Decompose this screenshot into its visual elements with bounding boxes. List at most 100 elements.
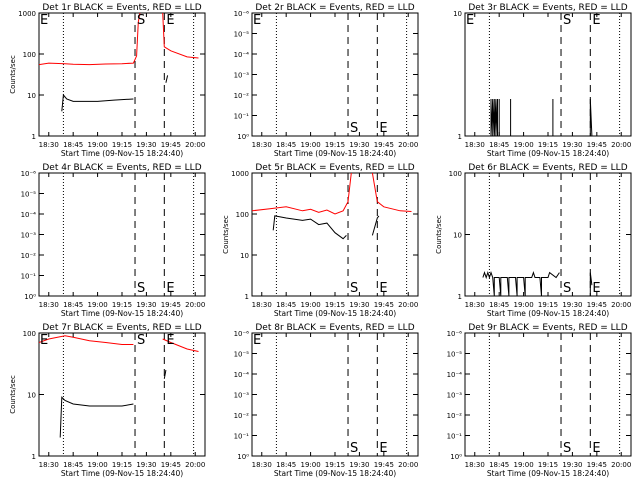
- lld-series-line: [162, 338, 199, 352]
- marker-label: E: [166, 281, 174, 296]
- chart-title: Det 7r BLACK = Events, RED = LLD: [42, 323, 201, 333]
- y-tick-label: 1: [32, 133, 36, 141]
- events-series-line: [589, 98, 593, 136]
- x-tick-label: 19:00: [300, 301, 320, 309]
- marker-label: E: [379, 121, 387, 136]
- lld-series-line: [39, 335, 134, 345]
- x-axis-label: Start Time (09-Nov-15 18:24:40): [487, 469, 609, 478]
- x-tick-label: 19:45: [587, 141, 607, 149]
- y-tick-label: 10: [240, 252, 249, 260]
- y-tick-label: 10⁻¹: [447, 433, 463, 441]
- y-tick-label: 10⁻⁴: [234, 51, 250, 59]
- chart-title: Det 3r BLACK = Events, RED = LLD: [468, 3, 627, 13]
- x-tick-label: 18:45: [63, 301, 83, 309]
- y-tick-label: 10⁻³: [234, 392, 250, 400]
- lld-series-line: [162, 13, 199, 59]
- x-tick-label: 19:00: [87, 141, 107, 149]
- x-tick-label: 19:15: [538, 141, 558, 149]
- data-area: [39, 333, 199, 456]
- y-tick-label: 1: [245, 293, 249, 301]
- data-area: [488, 333, 621, 456]
- events-series-line: [165, 75, 169, 83]
- data-area: [488, 13, 621, 136]
- marker-label: E: [466, 13, 474, 28]
- y-tick-label: 1: [458, 133, 462, 141]
- x-tick-label: 19:00: [87, 301, 107, 309]
- y-tick-label: 10⁻⁵: [234, 351, 250, 359]
- events-series-line: [61, 93, 134, 112]
- x-tick-label: 20:00: [611, 141, 631, 149]
- x-tick-label: 19:30: [136, 301, 156, 309]
- x-tick-label: 19:15: [112, 301, 132, 309]
- y-tick-label: 10⁻¹: [234, 433, 250, 441]
- x-axis-label: Start Time (09-Nov-15 18:24:40): [274, 469, 396, 478]
- events-series-line: [272, 215, 347, 240]
- x-tick-label: 20:00: [611, 461, 631, 469]
- x-tick-label: 19:15: [325, 301, 345, 309]
- data-area: [252, 173, 412, 296]
- y-tick-label: 10⁻⁵: [21, 191, 37, 199]
- data-area: [482, 173, 621, 296]
- x-tick-label: 18:45: [63, 461, 83, 469]
- marker-label: S: [350, 441, 358, 456]
- y-tick-label: 10: [27, 92, 36, 100]
- x-tick-label: 19:15: [538, 461, 558, 469]
- marker-label: E: [592, 441, 600, 456]
- y-tick-label: 10⁻²: [21, 252, 37, 260]
- x-tick-label: 20:00: [398, 301, 418, 309]
- y-tick-label: 10⁻⁴: [21, 211, 37, 219]
- x-tick-label: 19:45: [374, 301, 394, 309]
- y-tick-label: 10⁻²: [234, 92, 250, 100]
- marker-label: E: [166, 13, 174, 28]
- x-tick-label: 19:00: [513, 141, 533, 149]
- chart-title: Det 1r BLACK = Events, RED = LLD: [42, 3, 201, 13]
- x-tick-label: 19:30: [562, 141, 582, 149]
- marker-label: E: [379, 281, 387, 296]
- data-area: [39, 13, 199, 136]
- y-tick-label: 10⁻²: [234, 412, 250, 420]
- x-axis-label: Start Time (09-Nov-15 18:24:40): [487, 149, 609, 158]
- marker-label: S: [137, 333, 145, 348]
- y-tick-label: 10⁻⁶: [447, 330, 463, 338]
- marker-label: S: [563, 281, 571, 296]
- chart-title: Det 6r BLACK = Events, RED = LLD: [468, 163, 627, 173]
- y-tick-label: 10⁻¹: [234, 113, 250, 121]
- x-tick-label: 19:00: [300, 461, 320, 469]
- x-tick-label: 18:30: [465, 461, 485, 469]
- y-tick-label: 10⁰: [237, 133, 249, 141]
- chart-title: Det 9r BLACK = Events, RED = LLD: [468, 323, 627, 333]
- events-series-line: [163, 369, 167, 379]
- x-tick-label: 19:30: [349, 301, 369, 309]
- x-tick-label: 19:45: [161, 461, 181, 469]
- x-tick-label: 19:45: [161, 301, 181, 309]
- x-tick-label: 19:15: [112, 141, 132, 149]
- x-tick-label: 20:00: [185, 301, 205, 309]
- data-area: [62, 173, 195, 296]
- events-series-line: [482, 270, 560, 296]
- y-tick-label: 1: [32, 453, 36, 461]
- x-tick-label: 19:45: [587, 461, 607, 469]
- marker-label: E: [592, 13, 600, 28]
- x-tick-label: 18:45: [276, 141, 296, 149]
- x-tick-label: 18:30: [252, 141, 272, 149]
- lld-series-line: [371, 173, 412, 212]
- y-axis-label: Counts/sec: [9, 55, 17, 94]
- marker-label: E: [253, 13, 261, 28]
- y-tick-label: 10⁻⁵: [447, 351, 463, 359]
- y-tick-label: 10⁻²: [447, 412, 463, 420]
- marker-label: E: [40, 13, 48, 28]
- x-tick-label: 18:45: [489, 461, 509, 469]
- chart-title: Det 5r BLACK = Events, RED = LLD: [255, 163, 414, 173]
- lld-series-line: [39, 13, 141, 66]
- y-tick-label: 100: [236, 211, 249, 219]
- x-tick-label: 18:45: [276, 301, 296, 309]
- y-tick-label: 10⁻⁴: [447, 371, 463, 379]
- y-tick-label: 10⁻⁶: [234, 10, 250, 18]
- data-area: [275, 333, 408, 456]
- marker-label: E: [40, 333, 48, 348]
